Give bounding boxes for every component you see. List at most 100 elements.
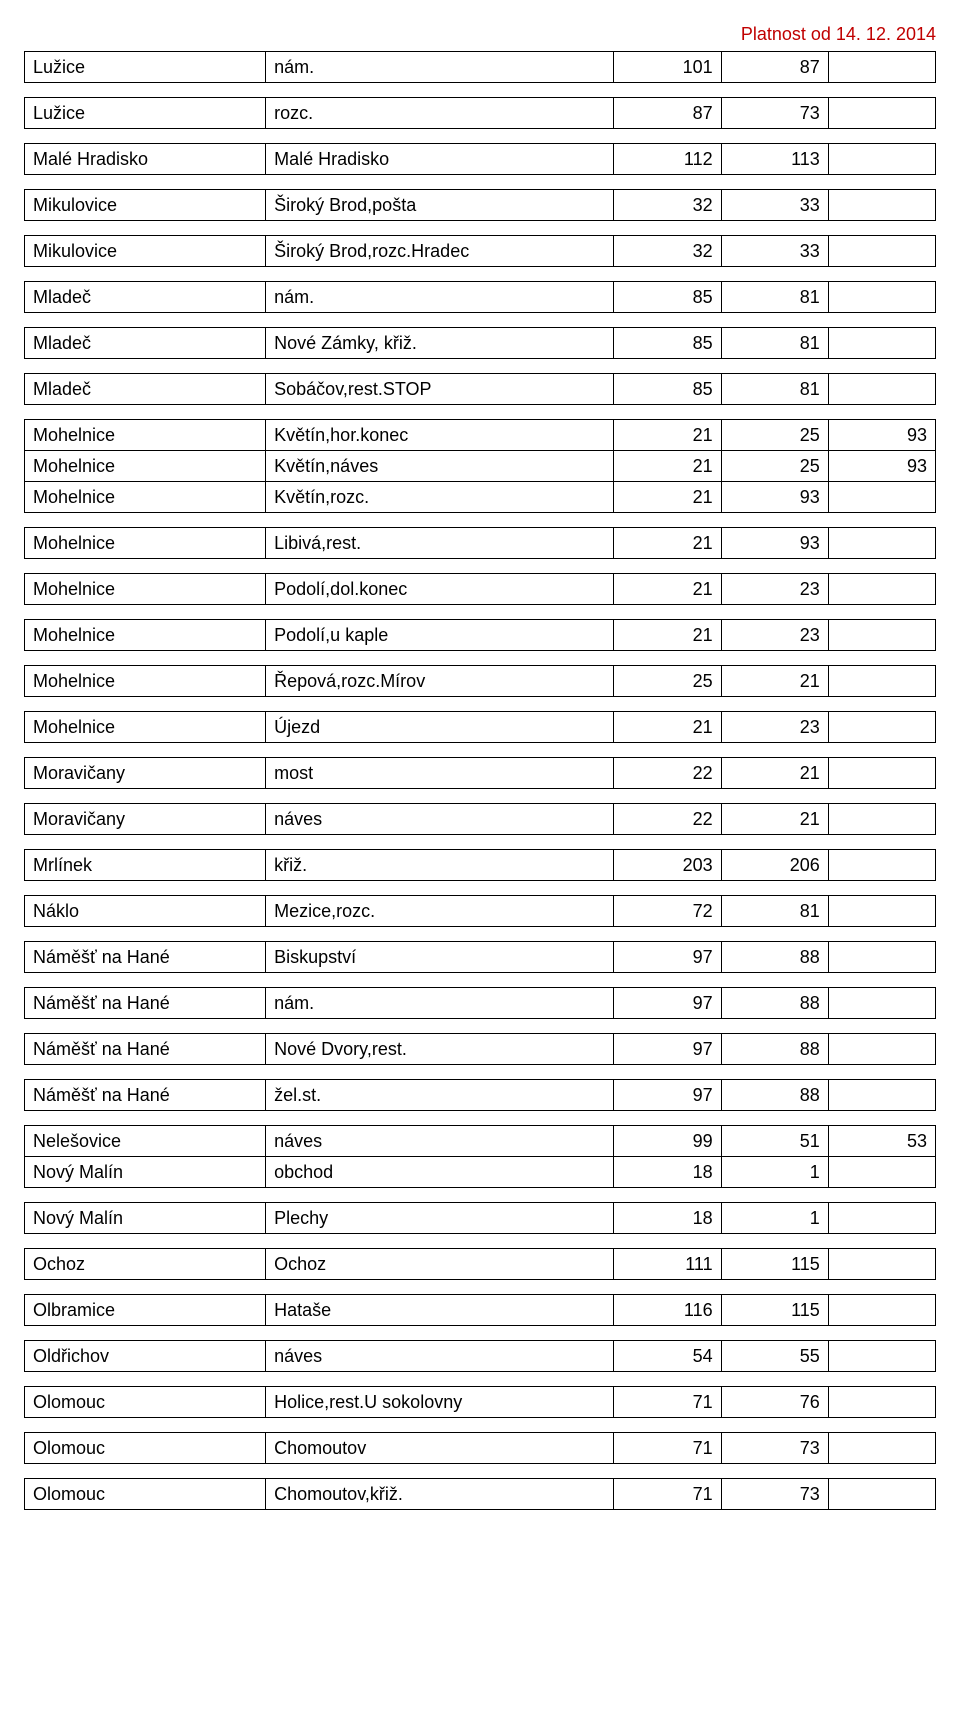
cell-col4: 21	[721, 758, 828, 789]
spacer-cell	[266, 129, 614, 144]
spacer-cell	[828, 1234, 935, 1249]
cell-col4: 93	[721, 482, 828, 513]
cell-municipality: Lužice	[25, 98, 266, 129]
cell-col5	[828, 850, 935, 881]
spacer-cell	[721, 605, 828, 620]
cell-stop: Řepová,rozc.Mírov	[266, 666, 614, 697]
spacer-cell	[721, 1464, 828, 1479]
cell-stop: Květín,hor.konec	[266, 420, 614, 451]
table-row: Mladečnám.8581	[25, 282, 936, 313]
spacer-cell	[614, 1464, 721, 1479]
cell-col3: 99	[614, 1126, 721, 1157]
cell-municipality: Náměšť na Hané	[25, 1080, 266, 1111]
cell-col4: 115	[721, 1249, 828, 1280]
spacer-cell	[721, 1280, 828, 1295]
spacer-cell	[266, 697, 614, 712]
cell-stop: Hataše	[266, 1295, 614, 1326]
spacer-cell	[614, 513, 721, 528]
cell-col3: 97	[614, 942, 721, 973]
spacer-cell	[266, 405, 614, 420]
cell-municipality: Mohelnice	[25, 451, 266, 482]
table-row: Nový MalínPlechy181	[25, 1203, 936, 1234]
cell-municipality: Mladeč	[25, 328, 266, 359]
cell-stop: obchod	[266, 1157, 614, 1188]
cell-stop: křiž.	[266, 850, 614, 881]
spacer-cell	[25, 1019, 266, 1034]
cell-stop: Nové Zámky, křiž.	[266, 328, 614, 359]
spacer-cell	[266, 927, 614, 942]
spacer-cell	[614, 1111, 721, 1126]
spacer-cell	[721, 1234, 828, 1249]
cell-stop: Sobáčov,rest.STOP	[266, 374, 614, 405]
spacer-cell	[266, 267, 614, 282]
cell-municipality: Olomouc	[25, 1387, 266, 1418]
cell-municipality: Nelešovice	[25, 1126, 266, 1157]
spacer-row	[25, 743, 936, 758]
spacer-cell	[266, 973, 614, 988]
spacer-cell	[828, 835, 935, 850]
cell-col3: 97	[614, 1034, 721, 1065]
cell-col4: 51	[721, 1126, 828, 1157]
spacer-cell	[721, 651, 828, 666]
spacer-cell	[828, 221, 935, 236]
cell-col5	[828, 282, 935, 313]
spacer-cell	[266, 1418, 614, 1433]
cell-col4: 81	[721, 328, 828, 359]
spacer-row	[25, 605, 936, 620]
cell-col5	[828, 1203, 935, 1234]
spacer-cell	[25, 697, 266, 712]
spacer-cell	[614, 405, 721, 420]
cell-col3: 18	[614, 1203, 721, 1234]
cell-municipality: Olomouc	[25, 1479, 266, 1510]
cell-stop: Holice,rest.U sokolovny	[266, 1387, 614, 1418]
cell-col4: 55	[721, 1341, 828, 1372]
cell-stop: žel.st.	[266, 1080, 614, 1111]
spacer-cell	[25, 789, 266, 804]
table-row: NákloMezice,rozc.7281	[25, 896, 936, 927]
spacer-cell	[614, 605, 721, 620]
cell-col3: 203	[614, 850, 721, 881]
cell-col5	[828, 528, 935, 559]
spacer-cell	[614, 1234, 721, 1249]
spacer-cell	[614, 313, 721, 328]
cell-col5	[828, 896, 935, 927]
table-row: MladečNové Zámky, křiž.8581	[25, 328, 936, 359]
spacer-cell	[614, 1418, 721, 1433]
spacer-cell	[721, 881, 828, 896]
spacer-cell	[828, 559, 935, 574]
cell-municipality: Mrlínek	[25, 850, 266, 881]
spacer-cell	[828, 1019, 935, 1034]
spacer-cell	[266, 1065, 614, 1080]
spacer-row	[25, 405, 936, 420]
cell-municipality: Náklo	[25, 896, 266, 927]
spacer-cell	[266, 743, 614, 758]
cell-stop: Podolí,u kaple	[266, 620, 614, 651]
spacer-cell	[614, 129, 721, 144]
spacer-cell	[266, 1464, 614, 1479]
table-row: Náměšť na HanéNové Dvory,rest.9788	[25, 1034, 936, 1065]
cell-stop: Malé Hradisko	[266, 144, 614, 175]
spacer-cell	[721, 267, 828, 282]
table-row: OlomoucHolice,rest.U sokolovny7176	[25, 1387, 936, 1418]
cell-municipality: Náměšť na Hané	[25, 1034, 266, 1065]
cell-col4: 23	[721, 574, 828, 605]
spacer-cell	[25, 513, 266, 528]
cell-municipality: Olbramice	[25, 1295, 266, 1326]
spacer-row	[25, 927, 936, 942]
validity-date: Platnost od 14. 12. 2014	[24, 24, 936, 45]
cell-col3: 21	[614, 620, 721, 651]
cell-col5	[828, 1249, 935, 1280]
table-row: Nový Malínobchod181	[25, 1157, 936, 1188]
cell-col3: 112	[614, 144, 721, 175]
spacer-cell	[25, 1188, 266, 1203]
spacer-cell	[828, 651, 935, 666]
spacer-cell	[25, 405, 266, 420]
cell-col4: 88	[721, 942, 828, 973]
spacer-cell	[266, 221, 614, 236]
table-row: Náměšť na Hanéžel.st.9788	[25, 1080, 936, 1111]
spacer-cell	[25, 221, 266, 236]
spacer-cell	[266, 1372, 614, 1387]
cell-col4: 25	[721, 420, 828, 451]
spacer-cell	[25, 1372, 266, 1387]
cell-col4: 76	[721, 1387, 828, 1418]
